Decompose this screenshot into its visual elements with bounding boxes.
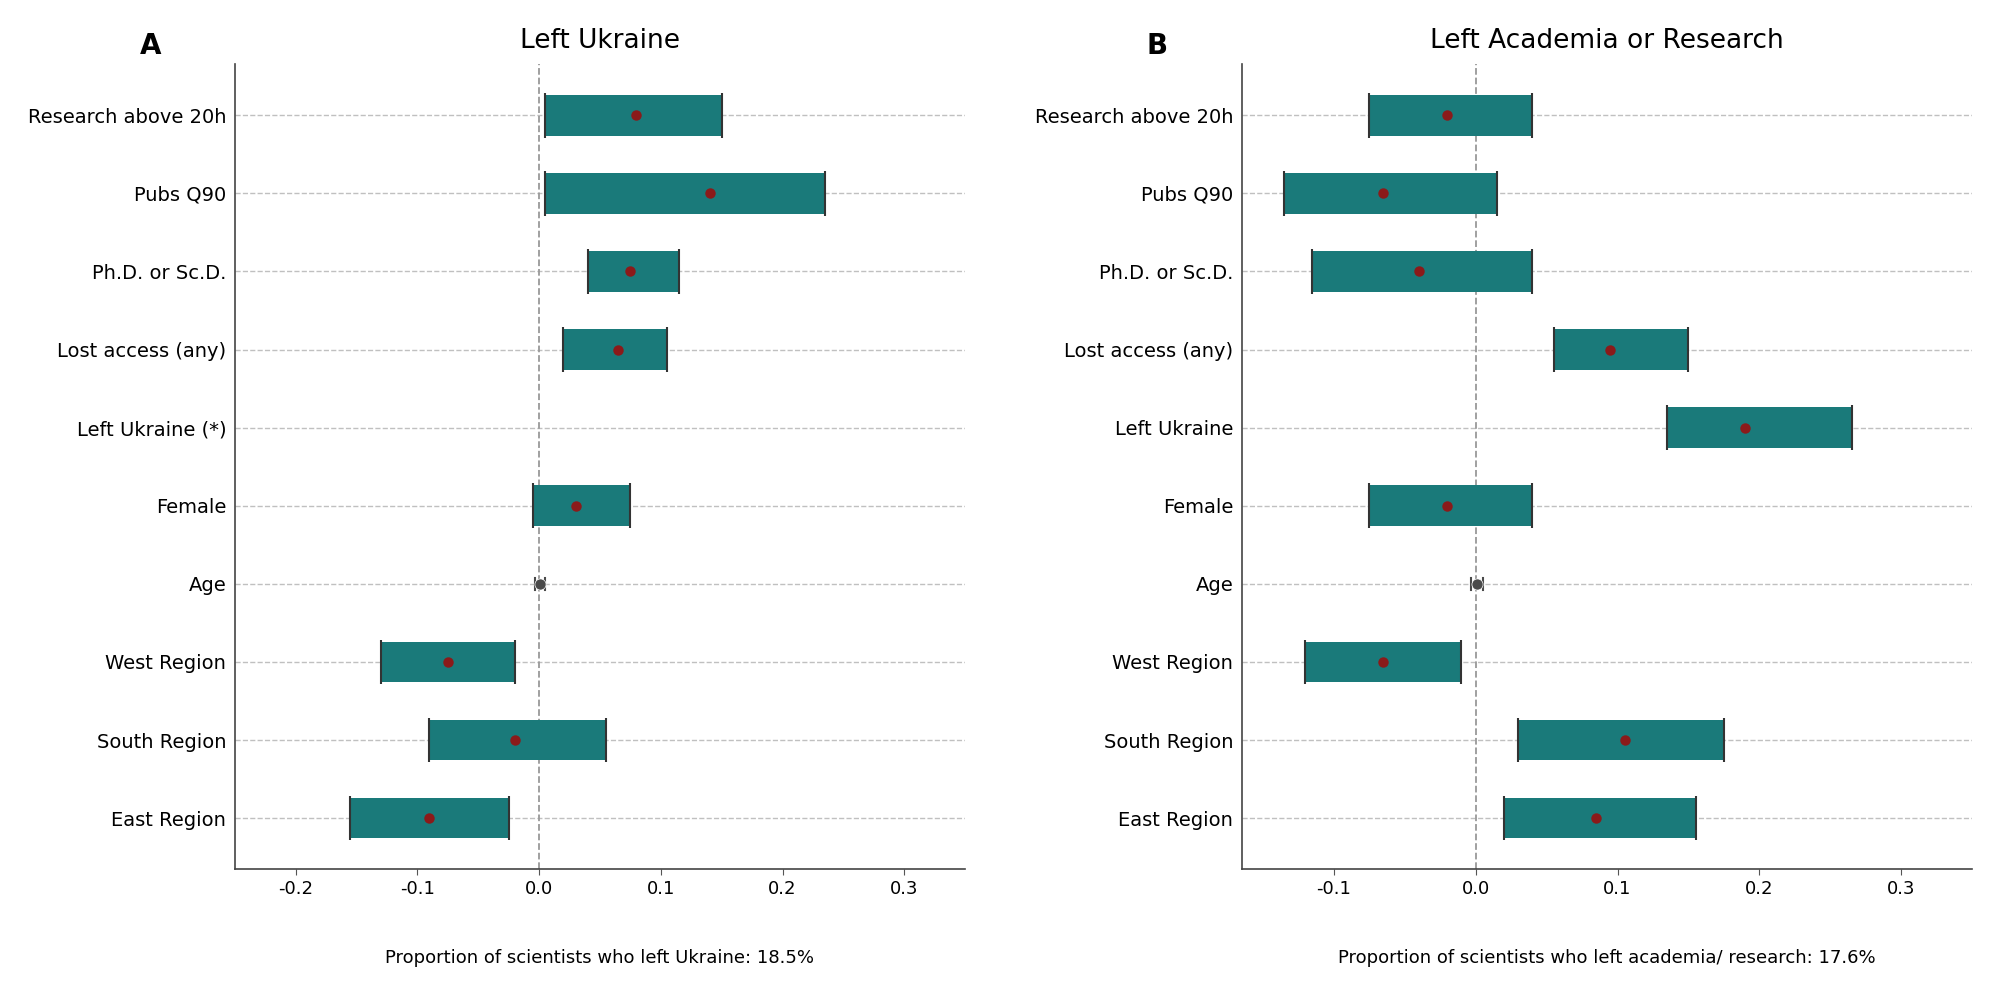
Title: Left Ukraine: Left Ukraine bbox=[520, 28, 680, 54]
Bar bbox=[1518, 719, 1724, 760]
Bar bbox=[1306, 641, 1462, 682]
Text: Proportion of scientists who left academia/ research: 17.6%: Proportion of scientists who left academ… bbox=[1338, 949, 1876, 967]
Text: A: A bbox=[140, 33, 162, 60]
Bar bbox=[430, 719, 606, 760]
Bar bbox=[380, 641, 514, 682]
Title: Left Academia or Research: Left Academia or Research bbox=[1430, 28, 1784, 54]
Bar bbox=[1668, 407, 1852, 448]
Bar bbox=[1312, 251, 1532, 291]
Bar bbox=[546, 173, 826, 214]
Bar bbox=[1504, 798, 1696, 838]
Bar bbox=[546, 95, 722, 136]
Bar bbox=[1370, 486, 1532, 526]
Bar bbox=[564, 329, 666, 370]
Text: B: B bbox=[1146, 33, 1168, 60]
Bar bbox=[1370, 95, 1532, 136]
Text: Proportion of scientists who left Ukraine: 18.5%: Proportion of scientists who left Ukrain… bbox=[386, 949, 814, 967]
Bar bbox=[350, 798, 508, 838]
Bar bbox=[532, 486, 630, 526]
Bar bbox=[1284, 173, 1496, 214]
Bar bbox=[588, 251, 680, 291]
Bar bbox=[1554, 329, 1688, 370]
